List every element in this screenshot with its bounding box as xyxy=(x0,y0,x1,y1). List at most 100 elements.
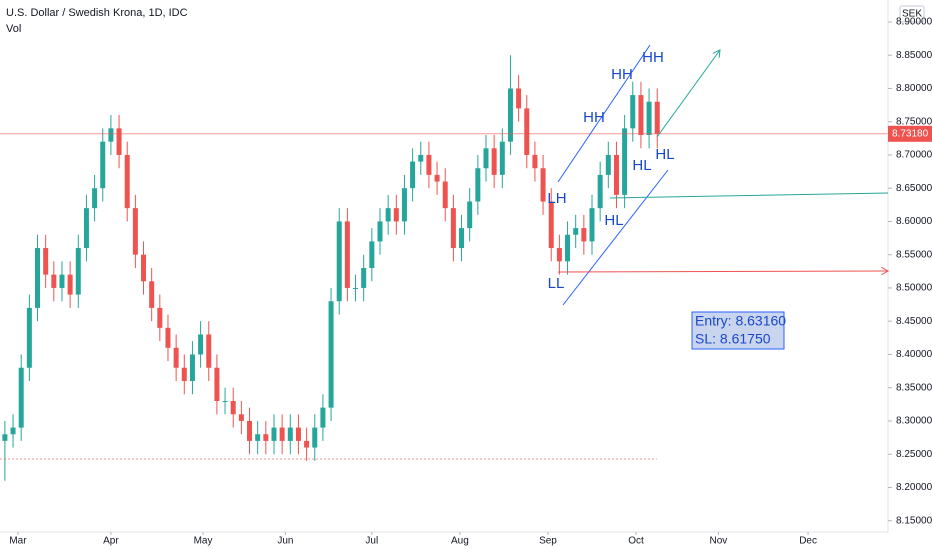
candle-body xyxy=(532,154,538,169)
candle-body xyxy=(418,154,424,162)
volume-label: Vol xyxy=(6,23,21,35)
candle-body xyxy=(26,307,32,368)
candle-body xyxy=(548,201,554,249)
candle-body xyxy=(271,427,277,441)
candle-body xyxy=(18,367,24,428)
candle-body xyxy=(605,154,611,175)
annotation: LL xyxy=(548,275,565,292)
candle-body xyxy=(646,101,652,135)
y-tick-label: 8.50000 xyxy=(896,283,932,294)
candle-body xyxy=(35,248,41,308)
candle-body xyxy=(442,181,448,209)
candle-body xyxy=(255,434,261,441)
candle-body xyxy=(214,367,220,401)
candle-body xyxy=(654,101,660,134)
chart-title: U.S. Dollar / Swedish Krona, 1D, IDC xyxy=(6,7,188,19)
candle-body xyxy=(320,407,326,428)
candle-body xyxy=(565,234,571,262)
candle-body xyxy=(75,248,81,295)
y-tick-label: 8.40000 xyxy=(896,349,932,360)
candle-body xyxy=(222,400,228,402)
candle-body xyxy=(459,228,465,249)
candle-body xyxy=(450,208,456,249)
candle-body xyxy=(206,334,212,368)
candle-body xyxy=(2,434,8,441)
candle-body xyxy=(181,367,187,382)
channel-lower xyxy=(562,169,669,306)
candle-body xyxy=(279,427,285,441)
candle-body xyxy=(434,174,440,182)
candle-body xyxy=(141,254,147,282)
candle-body xyxy=(43,248,49,275)
candle-body xyxy=(116,128,122,155)
candle-body xyxy=(597,174,603,209)
candle-body xyxy=(426,154,432,175)
candle-body xyxy=(189,354,195,382)
candle-body xyxy=(467,201,473,229)
candle-body xyxy=(410,161,416,189)
projection-arrow xyxy=(656,50,720,138)
candle-body xyxy=(67,274,73,295)
annotation: HL xyxy=(632,157,651,174)
annotation: HH xyxy=(642,49,664,66)
x-tick-label: Aug xyxy=(451,536,469,547)
candle-body xyxy=(613,154,619,195)
y-tick-label: 8.15000 xyxy=(896,515,932,526)
x-tick-label: Dec xyxy=(799,536,817,547)
candle-body xyxy=(336,221,342,302)
y-tick-label: 8.55000 xyxy=(896,249,932,260)
annotation: HL xyxy=(604,212,623,229)
candle-body xyxy=(540,168,546,202)
y-tick-label: 8.30000 xyxy=(896,416,932,427)
candle-body xyxy=(263,434,269,441)
y-tick-label: 8.80000 xyxy=(896,83,932,94)
candle-body xyxy=(524,108,530,155)
annotation: HH xyxy=(583,109,605,126)
candle-body xyxy=(630,95,636,129)
annotation: LH xyxy=(547,190,566,207)
candle-body xyxy=(230,400,236,415)
y-tick-label: 8.65000 xyxy=(896,183,932,194)
y-tick-label: 8.25000 xyxy=(896,449,932,460)
candle-body xyxy=(287,427,293,441)
currency-box[interactable] xyxy=(899,5,925,23)
entry-box xyxy=(691,311,785,350)
candle-body xyxy=(507,88,513,142)
candle-body xyxy=(328,301,334,408)
candle-body xyxy=(516,88,522,109)
candle-body xyxy=(581,228,587,242)
x-tick-label: Mar xyxy=(9,536,27,547)
y-tick-label: 8.20000 xyxy=(896,482,932,493)
stop-line xyxy=(557,271,888,272)
candle-body xyxy=(157,307,163,328)
candle-body xyxy=(165,327,171,348)
x-tick-label: Sep xyxy=(539,536,557,547)
y-tick-label: 8.35000 xyxy=(896,382,932,393)
candle-body xyxy=(100,141,106,189)
candle-body xyxy=(312,427,318,448)
candle-body xyxy=(499,141,505,175)
candle-body xyxy=(124,154,130,209)
candle-body xyxy=(638,95,644,135)
currency[interactable]: SEK xyxy=(902,9,922,20)
candle-body xyxy=(377,221,383,242)
x-tick-label: Apr xyxy=(103,536,119,547)
candle-body xyxy=(149,281,155,308)
candle-body xyxy=(385,208,391,222)
candle-body xyxy=(353,287,359,289)
annotation: HH xyxy=(611,66,633,83)
annotation: HL xyxy=(655,146,674,163)
candle-body xyxy=(589,208,595,242)
candle-body xyxy=(92,188,98,209)
last-price-tag xyxy=(888,125,932,142)
candle-body xyxy=(51,274,57,288)
candle-body xyxy=(475,168,481,202)
candle-body xyxy=(173,347,179,368)
entry-text: Entry: 8.63160 xyxy=(695,313,786,329)
candle-body xyxy=(304,440,310,448)
candle-body xyxy=(344,221,350,288)
x-tick-label: May xyxy=(194,536,213,547)
x-tick-label: Nov xyxy=(709,536,727,547)
candle-body xyxy=(556,248,562,262)
